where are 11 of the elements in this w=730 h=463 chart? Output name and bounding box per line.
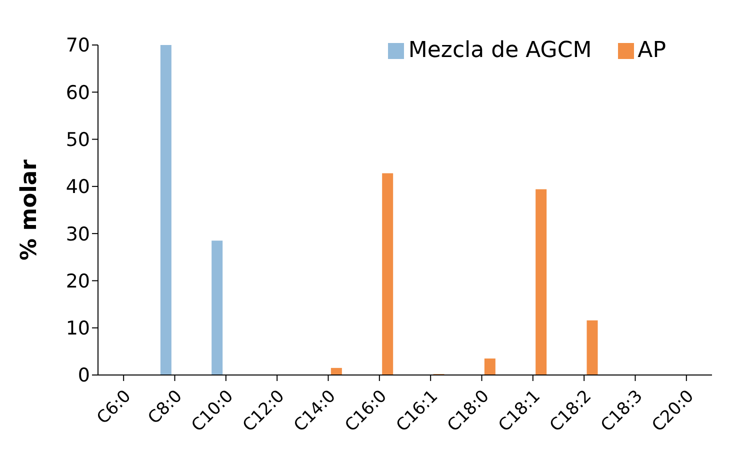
y-tick-label: 70: [66, 34, 90, 57]
y-tick-label: 60: [66, 82, 90, 104]
y-tick-label: 40: [66, 176, 90, 198]
y-tick-label: 0: [78, 364, 90, 387]
legend-label: AP: [638, 38, 666, 63]
y-tick-label: 50: [66, 129, 90, 152]
legend-label: Mezcla de AGCM: [408, 38, 592, 63]
y-tick-label: 20: [66, 270, 90, 292]
y-tick-label: 30: [66, 223, 90, 246]
y-axis-title: % molar: [16, 159, 42, 260]
y-tick-label: 10: [66, 318, 90, 340]
